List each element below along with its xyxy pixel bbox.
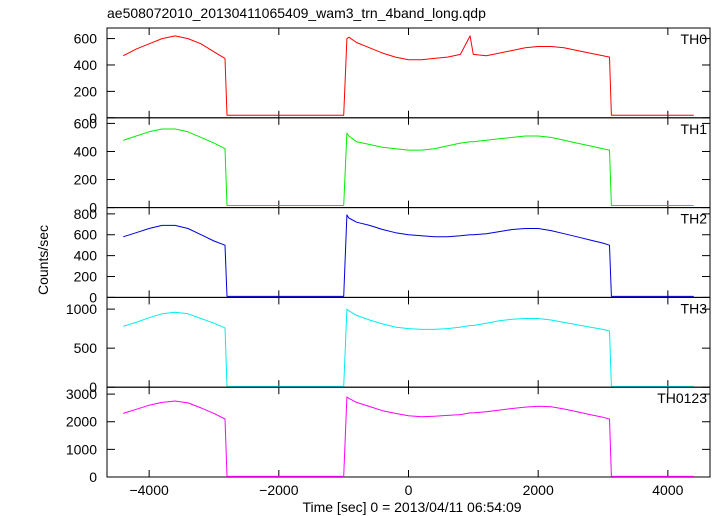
- panel-frame: [106, 27, 711, 119]
- x-tick-label: −4000: [129, 482, 169, 498]
- x-tick-label: 2000: [523, 482, 554, 498]
- panel-th1: 0 200 400 600 TH1: [74, 115, 711, 216]
- y-tick-label: 1000: [66, 441, 97, 457]
- y-tick-label: 200: [74, 269, 98, 285]
- y-tick-label: 500: [74, 340, 98, 356]
- x-tick-label: 4000: [652, 482, 683, 498]
- y-tick-label: 0: [89, 379, 97, 395]
- panel-th2: 0 200 400 600 800 TH2: [74, 206, 711, 305]
- x-tick-label: 0: [405, 482, 413, 498]
- y-tick-label: 0: [89, 200, 97, 216]
- panel-label: TH3: [681, 300, 708, 316]
- x-tick-label: −2000: [259, 482, 299, 498]
- y-tick-label: 600: [74, 227, 98, 243]
- series-line-th0: [122, 35, 694, 116]
- series-line-th0123: [123, 396, 694, 477]
- panel-th0: 0 200 400 600 TH0: [74, 27, 711, 126]
- y-tick-label: 0: [89, 289, 97, 305]
- y-tick-label: 400: [74, 248, 98, 264]
- y-tick-label: 0: [89, 469, 97, 485]
- y-tick-label: 200: [74, 83, 98, 99]
- panel-label: TH2: [681, 211, 708, 227]
- panel-frame: [106, 296, 711, 388]
- series-line-th3: [123, 308, 694, 387]
- y-tick-label: 2000: [66, 414, 97, 430]
- y-tick-label: 0: [89, 110, 97, 126]
- y-tick-label: 3000: [66, 386, 97, 402]
- panel-frame: [106, 117, 711, 209]
- panel-label: TH1: [681, 121, 708, 137]
- chart-panels: 0 200 400 600 TH0 0 200 400 600 TH1 0 200 400 600 800 T…: [66, 27, 711, 498]
- series-line-th1: [123, 128, 694, 206]
- y-tick-label: 600: [74, 115, 98, 131]
- panel-label: TH0123: [657, 390, 707, 406]
- panel-label: TH0: [681, 31, 708, 47]
- chart-title: ae508072010_20130411065409_wam3_trn_4ban…: [107, 5, 486, 21]
- panel-frame: [106, 386, 711, 478]
- y-tick-label: 400: [74, 143, 98, 159]
- y-axis-label: Counts/sec: [35, 225, 51, 295]
- panel-th0123: 0 1000 2000 3000 TH0123: [66, 386, 711, 485]
- y-tick-label: 400: [74, 57, 98, 73]
- panel-frame: [106, 207, 711, 298]
- y-tick-label: 600: [74, 31, 98, 47]
- y-tick-label: 200: [74, 172, 98, 188]
- panel-th3: 0 500 1000 TH3: [66, 296, 711, 395]
- x-axis-label: Time [sec] 0 = 2013/04/11 06:54:09: [302, 499, 521, 515]
- y-tick-label: 1000: [66, 301, 97, 317]
- series-line-th2: [123, 214, 694, 297]
- y-tick-label: 800: [74, 206, 98, 222]
